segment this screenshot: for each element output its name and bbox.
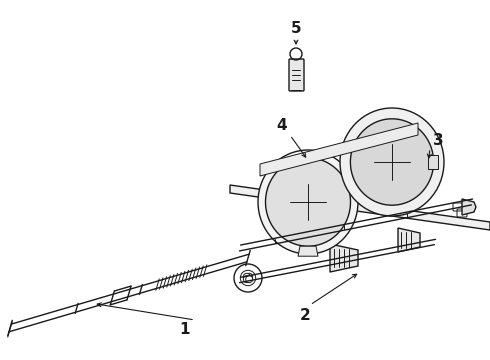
Text: 2: 2 bbox=[299, 307, 310, 323]
Ellipse shape bbox=[258, 150, 358, 254]
Polygon shape bbox=[230, 185, 490, 230]
Circle shape bbox=[244, 276, 250, 283]
Polygon shape bbox=[462, 199, 476, 215]
Polygon shape bbox=[330, 244, 358, 272]
Polygon shape bbox=[260, 123, 418, 176]
Text: 4: 4 bbox=[277, 117, 287, 132]
Polygon shape bbox=[298, 246, 318, 256]
Text: 3: 3 bbox=[433, 132, 443, 148]
Polygon shape bbox=[398, 228, 420, 252]
FancyBboxPatch shape bbox=[289, 59, 304, 91]
Circle shape bbox=[245, 273, 253, 280]
Text: 1: 1 bbox=[180, 323, 190, 338]
Ellipse shape bbox=[340, 108, 444, 216]
FancyBboxPatch shape bbox=[428, 155, 439, 169]
Ellipse shape bbox=[266, 158, 350, 246]
Circle shape bbox=[245, 276, 253, 283]
Ellipse shape bbox=[350, 119, 434, 205]
Circle shape bbox=[244, 273, 250, 280]
Text: 5: 5 bbox=[291, 21, 301, 36]
